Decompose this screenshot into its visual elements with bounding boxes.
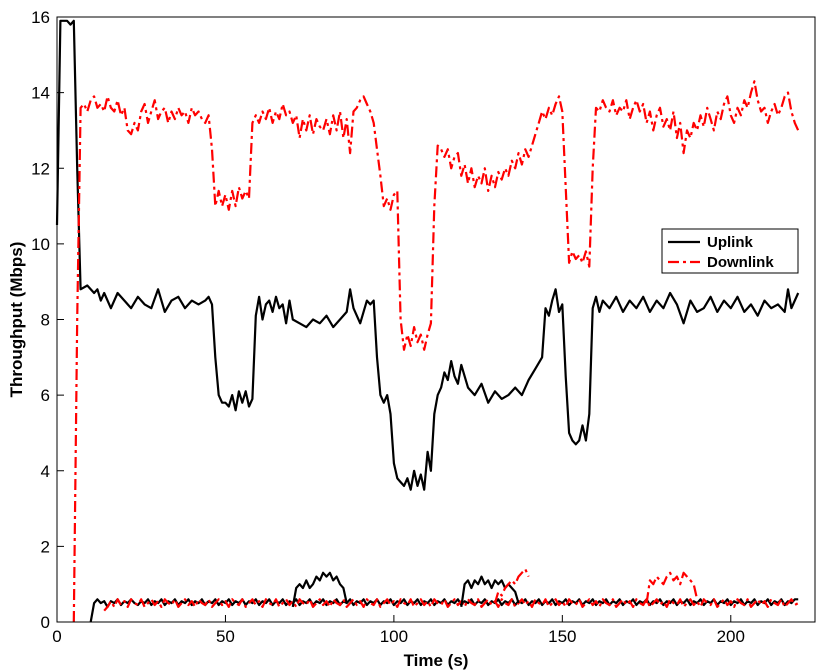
y-tick-label: 14 — [31, 84, 50, 103]
series-layer — [55, 19, 800, 623]
series-line-uplink-4 — [291, 571, 348, 608]
y-tick-label: 12 — [31, 159, 50, 178]
y-tick-label: 10 — [31, 235, 50, 254]
y-tick-label: 0 — [41, 613, 50, 632]
x-tick-label: 0 — [52, 627, 61, 646]
y-axis-title: Throughput (Mbps) — [7, 242, 26, 398]
x-axis-title: Time (s) — [404, 651, 469, 670]
y-tick-label: 16 — [31, 8, 50, 27]
x-tick-label: 100 — [380, 627, 408, 646]
x-axis: 0 50 100 150 200 — [52, 615, 745, 646]
legend-box — [661, 228, 799, 274]
series-line-downlink-2 — [72, 80, 800, 623]
legend-label-downlink: Downlink — [707, 254, 774, 271]
y-axis: 0 2 4 6 8 10 12 14 16 — [31, 8, 64, 632]
y-tick-label: 8 — [41, 311, 50, 330]
x-tick-label: 150 — [548, 627, 576, 646]
y-tick-label: 6 — [41, 386, 50, 405]
x-tick-label: 200 — [717, 627, 745, 646]
series-line-uplink-0 — [55, 19, 800, 491]
x-tick-label: 50 — [216, 627, 235, 646]
series-line-downlink-6 — [493, 567, 530, 604]
y-tick-label: 2 — [41, 537, 50, 556]
series-line-downlink-7 — [645, 571, 699, 604]
legend: Uplink Downlink — [661, 228, 799, 274]
y-tick-label: 4 — [41, 462, 50, 481]
plot-frame — [56, 16, 816, 623]
legend-label-uplink: Uplink — [707, 234, 753, 251]
